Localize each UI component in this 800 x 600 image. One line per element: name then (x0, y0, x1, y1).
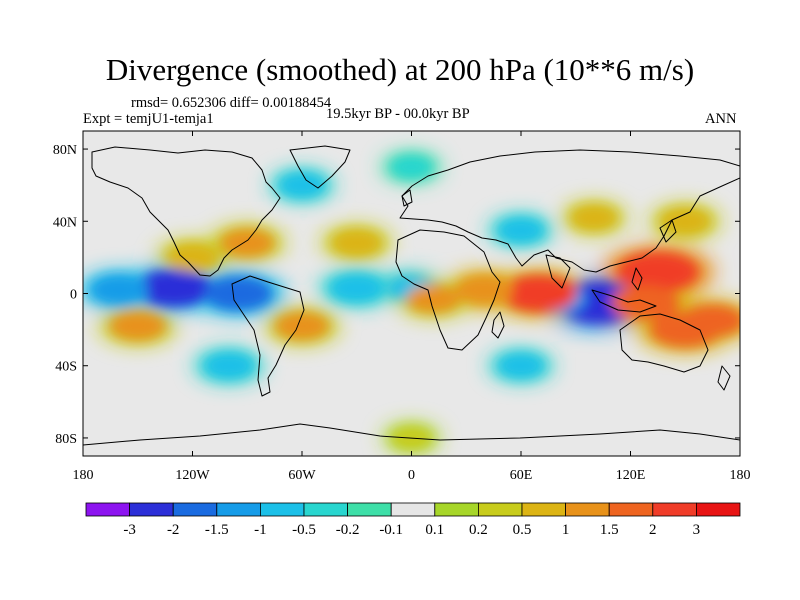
colorbar-swatch (565, 502, 610, 517)
field-core (406, 284, 461, 313)
lat-tick-label: 0 (70, 288, 77, 303)
colorbar-label: -0.1 (379, 522, 403, 538)
coast-madagascar (491, 311, 505, 339)
colorbar-swatch (259, 502, 305, 517)
coast-japan (659, 219, 677, 243)
colorbar-swatch (129, 502, 174, 517)
coast-philippines (631, 267, 643, 291)
field-core (570, 205, 618, 231)
map-axes: 80N 40N 0 40S 80S 180 120W 60W 0 60E 120E 180 (53, 131, 751, 483)
coast-antarctica (83, 423, 740, 446)
field-core (617, 251, 699, 292)
field-core (275, 312, 329, 340)
coast-south-america (231, 275, 305, 397)
lat-tick-label: 80N (53, 143, 77, 158)
lon-tick-label: 60E (510, 468, 533, 483)
colorbar-swatch (608, 502, 654, 517)
coast-india (545, 254, 571, 289)
colorbar-swatch (652, 502, 697, 517)
coast-maritime-continent (591, 289, 657, 313)
lon-tick-label: 180 (730, 468, 751, 483)
coast-north-america (91, 146, 281, 277)
coast-british-isles (401, 189, 413, 207)
field-core (136, 269, 213, 307)
field-core (278, 172, 326, 198)
colorbar-swatch (521, 502, 566, 517)
colorbar-label: -3 (123, 522, 136, 538)
field-core (203, 352, 255, 379)
field-core (660, 208, 711, 235)
colorbar-swatch (434, 502, 479, 517)
colorbar-swatch (390, 502, 436, 517)
colorbar-label: -0.2 (336, 522, 360, 538)
coast-africa (395, 229, 501, 351)
field-core (389, 155, 434, 179)
period-label: 19.5kyr BP - 00.0kyr BP (326, 106, 470, 122)
colorbar-label: -2 (167, 522, 180, 538)
map-title: Divergence (smoothed) at 200 hPa (10**6 … (105, 52, 695, 87)
field-core (90, 275, 149, 305)
colorbar-label: 3 (693, 522, 701, 538)
colorbar-label: -1 (254, 522, 267, 538)
field-core (329, 274, 384, 303)
field-core (497, 353, 545, 379)
colorbar-label: 2 (649, 522, 657, 538)
lon-tick-label: 0 (408, 468, 415, 483)
colorbar-label: 0.5 (513, 522, 532, 538)
field-core (501, 274, 578, 313)
colorbar-swatch (172, 502, 218, 517)
coast-eurasia (399, 149, 740, 273)
field-core (455, 275, 514, 305)
coast-new-zealand (717, 365, 731, 391)
colorbar-swatch (696, 502, 741, 517)
colorbar-swatch (347, 502, 392, 517)
colorbar-label: -0.5 (292, 522, 316, 538)
field-core (331, 229, 382, 257)
colorbar-label: -1.5 (205, 522, 229, 538)
coast-greenland (289, 145, 351, 189)
season-label: ANN (705, 111, 737, 127)
field-core (497, 217, 545, 243)
colorbar-label: 1 (562, 522, 570, 538)
coastlines (83, 145, 740, 446)
colorbar-swatch (85, 502, 130, 517)
lon-tick-label: 180 (73, 468, 94, 483)
colorbar-swatch (216, 502, 261, 517)
experiment-label: Expt = temjU1-temja1 (83, 111, 214, 127)
coast-australia (619, 313, 709, 373)
lat-tick-label: 40N (53, 215, 77, 230)
lat-tick-label: 80S (55, 432, 77, 447)
field-core (109, 311, 166, 341)
colorbar-swatch (303, 502, 348, 517)
colorbar-label: 1.5 (600, 522, 619, 538)
colorbar: -3 -2 -1.5 -1 -0.5 -0.2 -0.1 0.1 0.2 0.5 1 1.5 2 3 (85, 502, 741, 538)
colorbar-label: 0.2 (469, 522, 488, 538)
field-core (166, 243, 219, 271)
lat-tick-label: 40S (55, 360, 77, 375)
colorbar-label: 0.1 (425, 522, 444, 538)
divergence-field (83, 131, 740, 456)
lon-tick-label: 120E (616, 468, 646, 483)
field-core (220, 228, 275, 257)
field-core (203, 276, 273, 311)
lon-tick-label: 60W (288, 468, 316, 483)
lon-tick-label: 120W (175, 468, 210, 483)
colorbar-swatch (477, 502, 523, 517)
stats-label: rmsd= 0.652306 diff= 0.00188454 (131, 95, 332, 111)
field-core (681, 304, 740, 337)
